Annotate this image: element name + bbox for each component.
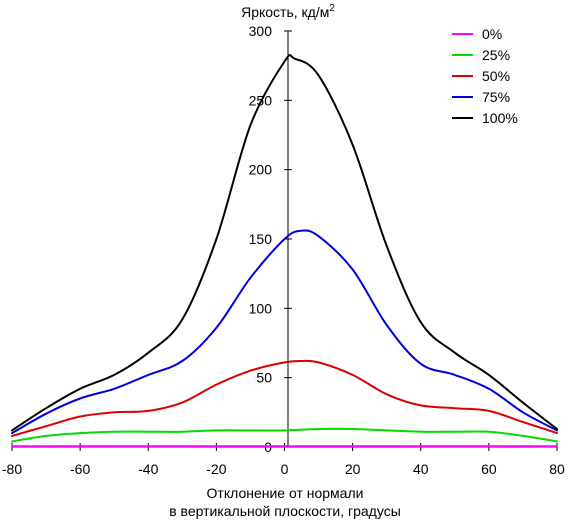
legend: 0% 25% 50% 75% 100% [452,26,518,126]
x-tick-label: -40 [138,461,158,477]
y-tick-label: 100 [249,300,273,316]
y-axis-title-superscript: 2 [329,3,335,14]
legend-label: 50% [482,68,510,84]
x-ticks: -80 -60 -40 -20 0 20 40 60 80 [2,443,565,477]
y-axis-title: Яркость, кд/м2 [241,3,335,20]
y-axis-title-main: Яркость, кд/м [241,4,329,20]
series-line-3 [11,229,558,435]
x-tick-label: 0 [281,461,289,477]
y-tick-label: 300 [249,23,273,39]
series-lines [11,54,558,448]
legend-label: 25% [482,47,510,63]
legend-label: 0% [482,26,502,42]
y-tick-label: 200 [249,162,273,178]
x-tick-label: 80 [549,461,565,477]
series-line-4 [11,54,558,432]
x-axis-title-line2: в вертикальной плоскости, градусы [169,503,401,519]
y-tick-label: 150 [249,231,273,247]
x-tick-label: -20 [206,461,226,477]
legend-label: 75% [482,89,510,105]
x-tick-label: 20 [345,461,361,477]
x-tick-label: -60 [70,461,90,477]
y-tick-label: 250 [249,92,273,108]
x-tick-label: 40 [413,461,429,477]
y-tick-label: 50 [256,370,272,386]
x-tick-label: 60 [481,461,497,477]
legend-label: 100% [482,110,518,126]
x-axis-title-line1: Отклонение от нормали [207,485,364,501]
series-line-1 [11,427,558,443]
series-line-2 [11,359,558,437]
x-tick-label: -80 [2,461,22,477]
